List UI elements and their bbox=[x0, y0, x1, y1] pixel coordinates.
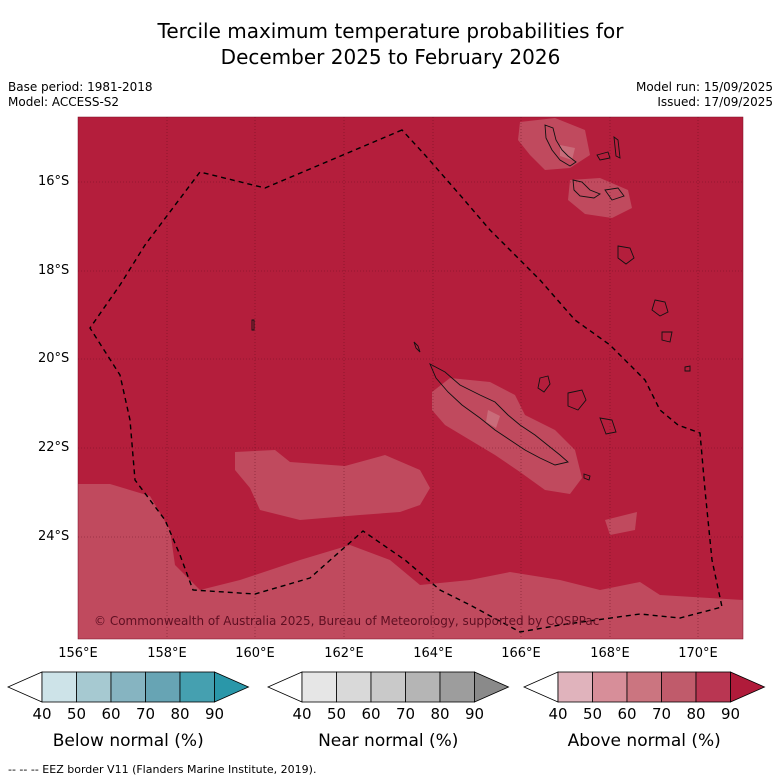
colorbar-min-arrow bbox=[267, 671, 303, 703]
colorbar-segment bbox=[370, 671, 406, 703]
colorbar-segment bbox=[695, 671, 731, 703]
colorbar-segment bbox=[76, 671, 112, 703]
colorbar-title: Near normal (%) bbox=[318, 731, 459, 751]
colorbar-segment bbox=[301, 671, 337, 703]
colorbar-tick-label: 50 bbox=[326, 705, 347, 723]
above-normal-70-region-east bbox=[605, 512, 637, 535]
map-title: Tercile maximum temperature probabilitie… bbox=[0, 18, 781, 70]
colorbar-segment bbox=[405, 671, 441, 703]
colorbar-tick-label: 40 bbox=[548, 705, 568, 723]
colorbar-min-arrow bbox=[523, 671, 559, 703]
colorbar-segment bbox=[41, 671, 77, 703]
lat-label: 22°S bbox=[38, 440, 70, 455]
colorbar-segment bbox=[110, 671, 146, 703]
above-normal-60-patch bbox=[486, 410, 500, 428]
title-line-2: December 2025 to February 2026 bbox=[220, 45, 561, 69]
eez-border bbox=[89, 129, 723, 633]
colorbar-segment bbox=[336, 671, 372, 703]
colorbar-segment bbox=[145, 671, 181, 703]
colorbar-min-arrow bbox=[7, 671, 43, 703]
eez-legend-note: -- -- -- EEZ border V11 (Flanders Marine… bbox=[8, 763, 317, 776]
colorbar-max-arrow bbox=[474, 671, 510, 703]
base-period: Base period: 1981-2018 bbox=[8, 80, 153, 94]
colorbar-tick-label: 70 bbox=[135, 705, 156, 723]
lon-label: 158°E bbox=[147, 646, 187, 661]
above-normal-80-region bbox=[78, 117, 743, 639]
lon-label: 170°E bbox=[678, 646, 718, 661]
colorbar-tick-label: 60 bbox=[617, 705, 637, 723]
lon-label: 168°E bbox=[590, 646, 630, 661]
colorbar-tick-label: 50 bbox=[582, 705, 603, 723]
above-normal-70-region-south bbox=[78, 484, 743, 639]
lat-label: 20°S bbox=[38, 351, 70, 366]
colorbar-segment bbox=[661, 671, 697, 703]
colorbar-tick-label: 90 bbox=[204, 705, 225, 723]
map-field bbox=[78, 117, 743, 639]
graticule bbox=[78, 117, 743, 639]
lat-label: 24°S bbox=[38, 529, 70, 544]
colorbar-tick-label: 90 bbox=[720, 705, 741, 723]
model-name: Model: ACCESS-S2 bbox=[8, 95, 120, 109]
colorbar-tick-label: 80 bbox=[430, 705, 450, 723]
colorbar-max-arrow bbox=[214, 671, 250, 703]
colorbar-tick-label: 70 bbox=[651, 705, 672, 723]
above-normal-70-region-newcaledonia bbox=[432, 378, 582, 494]
vanuatu-north-coast bbox=[544, 124, 577, 167]
colorbar-title: Above normal (%) bbox=[567, 731, 721, 751]
colorbar-segment bbox=[592, 671, 628, 703]
issued-date: Issued: 17/09/2025 bbox=[657, 95, 773, 109]
colorbar-tick-label: 60 bbox=[361, 705, 381, 723]
colorbar-title: Below normal (%) bbox=[52, 731, 204, 751]
colorbar-tick-label: 70 bbox=[395, 705, 416, 723]
colorbar-tick-label: 40 bbox=[292, 705, 312, 723]
colorbar-tick-label: 90 bbox=[464, 705, 485, 723]
new-caledonia-coast bbox=[429, 363, 569, 466]
colorbar-segment bbox=[557, 671, 593, 703]
lon-label: 160°E bbox=[235, 646, 275, 661]
colorbar-tick-label: 50 bbox=[66, 705, 87, 723]
lat-label: 16°S bbox=[38, 174, 70, 189]
meta-left: Base period: 1981-2018 Model: ACCESS-S2 bbox=[8, 80, 153, 110]
above-normal-70-region-central bbox=[235, 450, 430, 520]
map-frame bbox=[77, 116, 744, 640]
copyright-notice: © Commonwealth of Australia 2025, Bureau… bbox=[94, 614, 600, 628]
lon-label: 166°E bbox=[501, 646, 541, 661]
colorbar-segment bbox=[626, 671, 662, 703]
colorbar-tick-label: 60 bbox=[101, 705, 121, 723]
colorbar-segment bbox=[439, 671, 475, 703]
colorbar-tick-label: 40 bbox=[32, 705, 52, 723]
colorbar-segment bbox=[179, 671, 215, 703]
title-line-1: Tercile maximum temperature probabilitie… bbox=[157, 19, 624, 43]
coastlines bbox=[251, 124, 691, 481]
colorbar-tick-label: 80 bbox=[170, 705, 190, 723]
meta-right: Model run: 15/09/2025 Issued: 17/09/2025 bbox=[636, 80, 773, 110]
colorbar-max-arrow bbox=[730, 671, 766, 703]
model-run: Model run: 15/09/2025 bbox=[635, 80, 773, 94]
colorbar-tick-label: 80 bbox=[686, 705, 706, 723]
lon-label: 162°E bbox=[324, 646, 364, 661]
above-normal-60-patch-north bbox=[560, 145, 575, 160]
lat-label: 18°S bbox=[38, 263, 70, 278]
lon-label: 164°E bbox=[413, 646, 453, 661]
lon-label: 156°E bbox=[58, 646, 98, 661]
colorbar-group bbox=[7, 671, 766, 703]
